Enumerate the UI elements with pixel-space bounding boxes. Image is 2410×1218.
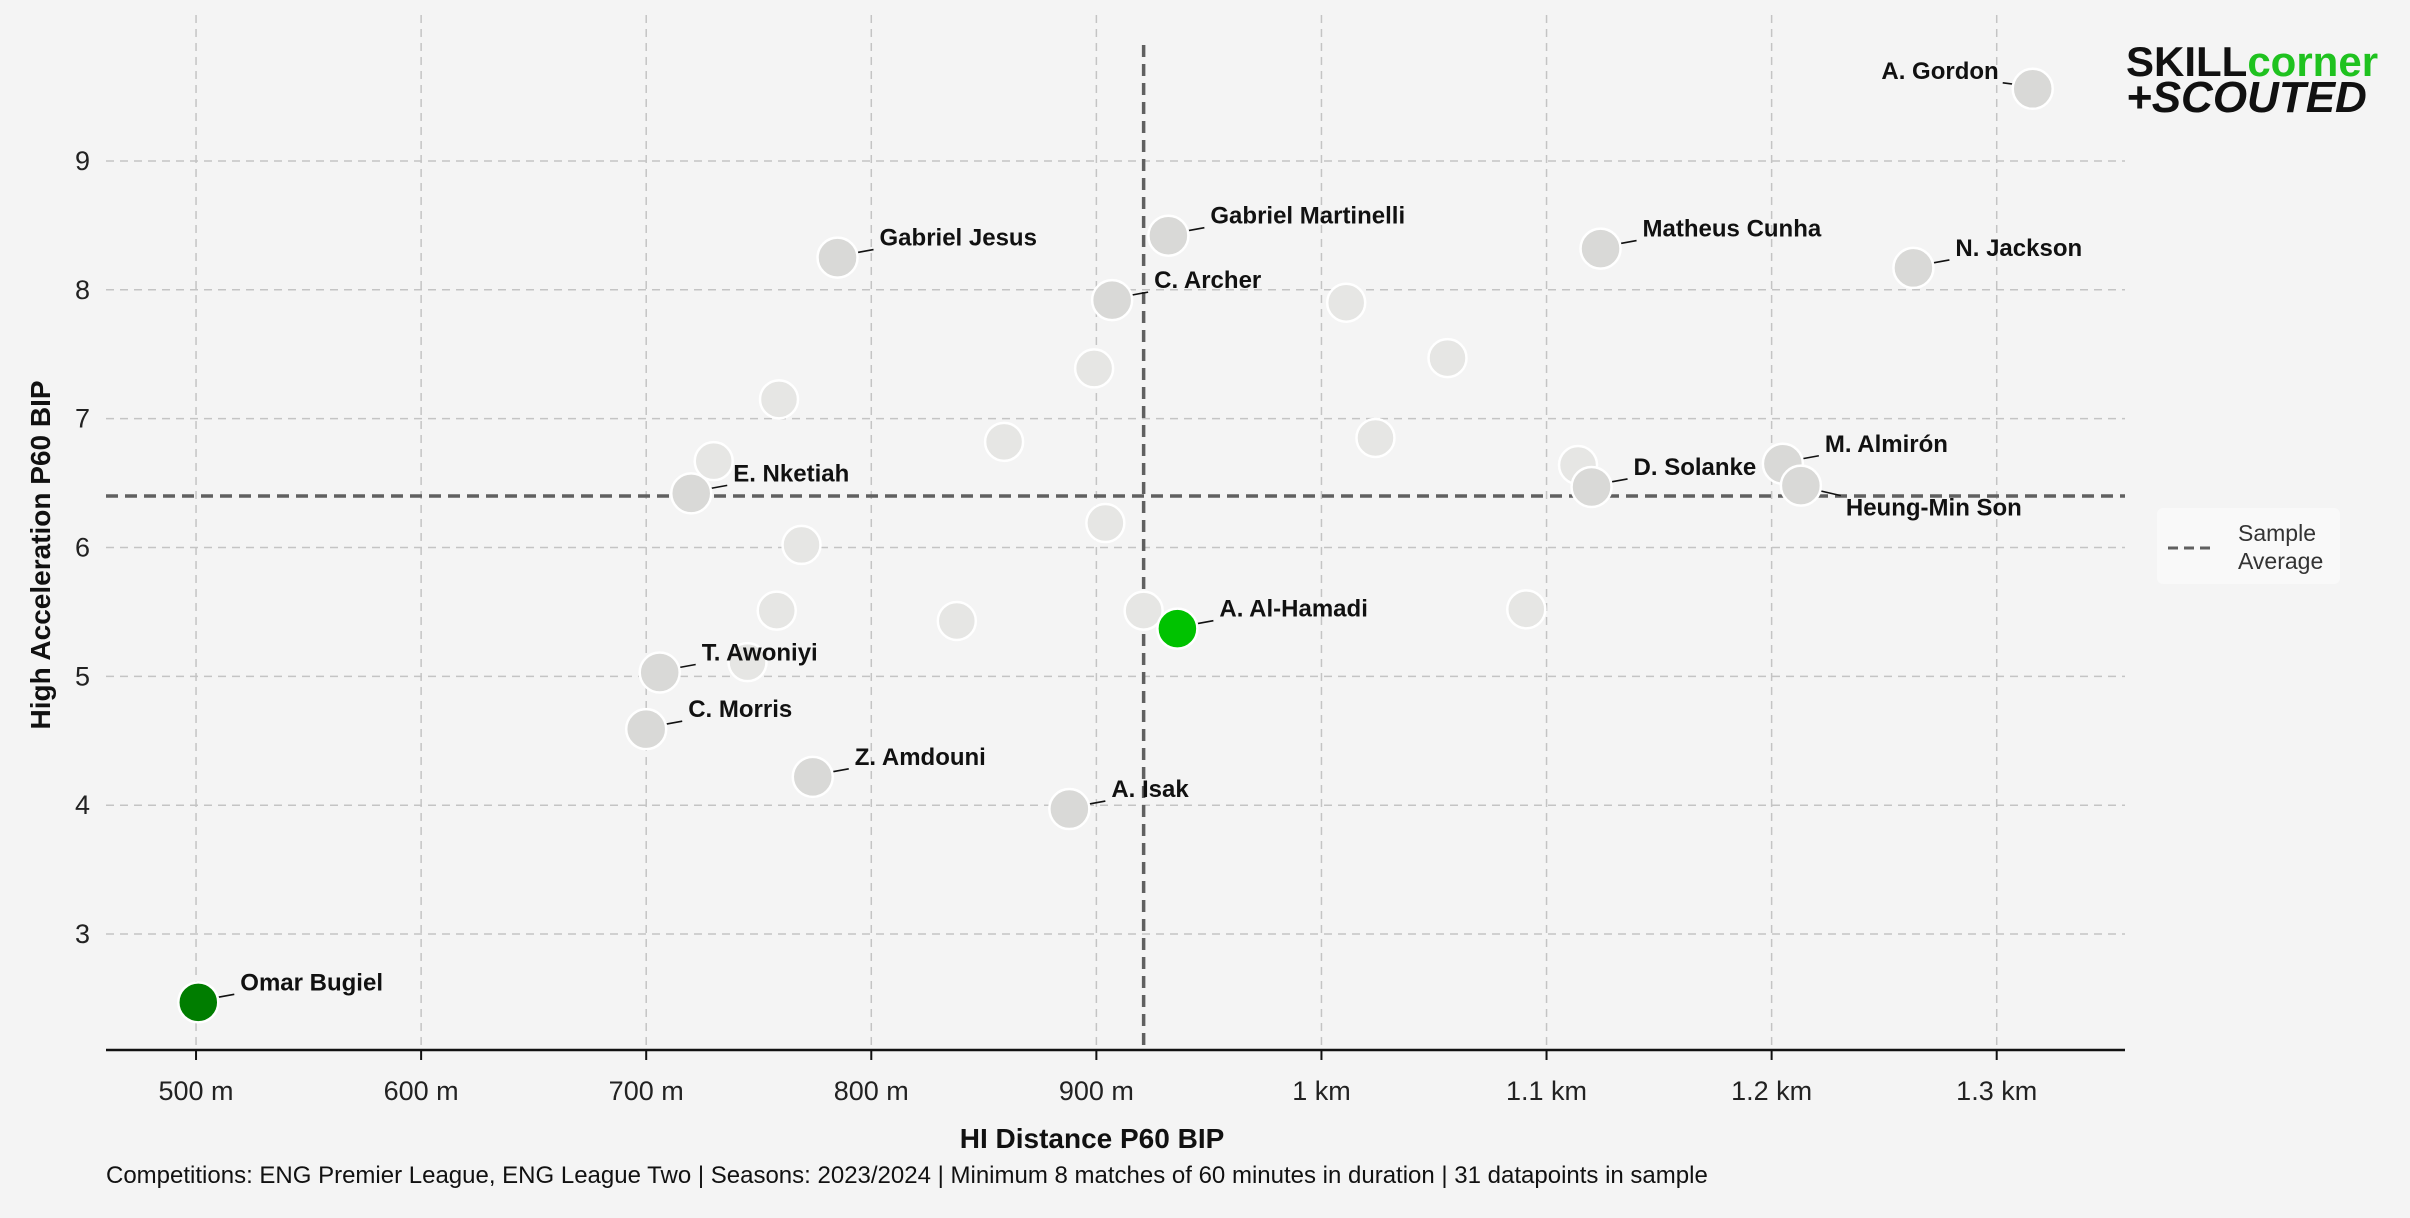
axes: 500 m 600 m 700 m 800 m 900 m 1 km 1.1 km 1.2 k… — [75, 146, 2125, 1106]
faded-point — [1325, 282, 1367, 323]
scatter-point — [1570, 465, 1613, 509]
faded-point — [1506, 589, 1547, 630]
faded-points — [693, 282, 1599, 683]
point-label: A. Al-Hamadi — [1219, 596, 1367, 623]
scatter-point — [1579, 227, 1622, 270]
scatter-point — [791, 755, 835, 799]
faded-point — [727, 641, 768, 683]
labeled-point-group: Heung-Min Son — [1779, 464, 2022, 522]
logo: SKILLcorner +SCOUTED — [2126, 38, 2378, 122]
scatter-point — [1048, 787, 1091, 831]
point-label: Gabriel Martinelli — [1210, 203, 1405, 230]
y-tick-label: 9 — [75, 146, 90, 176]
labeled-point-group: C. Morris — [624, 696, 792, 751]
scatter-point — [1147, 214, 1190, 257]
faded-point — [1355, 417, 1396, 459]
faded-point — [758, 379, 800, 420]
labeled-point-group: T. Awoniyi — [638, 639, 818, 694]
scatter-point — [2011, 67, 2054, 111]
y-tick-label: 7 — [75, 404, 90, 434]
labeled-point-group: D. Solanke — [1570, 454, 1757, 509]
point-label: Gabriel Jesus — [880, 225, 1037, 252]
y-tick-label: 4 — [75, 790, 90, 820]
labeled-point-group: E. Nketiah — [669, 460, 849, 515]
faded-point — [1427, 337, 1468, 379]
point-label: D. Solanke — [1634, 454, 1757, 481]
labeled-point-group: A. Al-Hamadi — [1156, 596, 1368, 650]
scatter-point — [1090, 278, 1134, 322]
labeled-point-group: Gabriel Jesus — [816, 225, 1037, 279]
faded-point — [1085, 502, 1126, 544]
legend-label-line1: Sample — [2238, 520, 2316, 546]
x-tick-label: 800 m — [834, 1076, 909, 1106]
labeled-points: A. Gordon Gabriel Jesus Gabriel Martinelli… — [177, 58, 2082, 1024]
point-label: C. Archer — [1154, 267, 1261, 294]
scatter-point — [816, 236, 859, 279]
x-tick-label: 600 m — [384, 1076, 459, 1106]
faded-point — [1123, 590, 1164, 631]
point-label: C. Morris — [688, 696, 792, 723]
scatter-point — [177, 981, 220, 1024]
faded-point — [1073, 348, 1115, 389]
faded-point — [983, 421, 1025, 463]
faded-point — [781, 524, 822, 566]
x-axis-title: HI Distance P60 BIP — [960, 1123, 1225, 1154]
scatter-point — [1779, 464, 1823, 507]
scatter-point — [1892, 246, 1935, 290]
labeled-point-group: Omar Bugiel — [177, 969, 383, 1024]
x-tick-label: 1.2 km — [1731, 1076, 1812, 1106]
faded-point — [693, 440, 734, 482]
point-label: A. Gordon — [1881, 58, 1998, 85]
scatter-point — [669, 472, 713, 515]
point-label: Matheus Cunha — [1643, 216, 1822, 243]
labeled-point-group: Matheus Cunha — [1579, 216, 1822, 270]
logo-text-bottom: +SCOUTED — [2126, 73, 2367, 122]
x-tick-label: 1.3 km — [1956, 1076, 2037, 1106]
y-tick-label: 5 — [75, 661, 90, 691]
labeled-point-group: Z. Amdouni — [791, 744, 986, 799]
x-tick-label: 700 m — [609, 1076, 684, 1106]
labeled-point-group: N. Jackson — [1892, 235, 2082, 290]
y-tick-label: 3 — [75, 919, 90, 949]
point-label: Z. Amdouni — [855, 744, 986, 771]
x-tick-label: 1.1 km — [1506, 1076, 1587, 1106]
y-tick-label: 6 — [75, 533, 90, 563]
faded-point — [936, 600, 978, 642]
labeled-point-group: A. Isak — [1048, 776, 1189, 831]
scatter-point — [638, 651, 681, 694]
point-label: E. Nketiah — [733, 460, 849, 487]
logo-text-top: SKILLcorner — [2126, 38, 2378, 85]
y-tick-label: 8 — [75, 275, 90, 305]
scatter-point — [624, 707, 668, 751]
x-tick-label: 900 m — [1059, 1076, 1134, 1106]
y-axis-title: High Acceleration P60 BIP — [25, 380, 56, 729]
legend: Sample Average — [2157, 508, 2340, 584]
legend-label-line2: Average — [2238, 548, 2323, 574]
faded-point — [756, 590, 797, 631]
point-label: N. Jackson — [1955, 235, 2082, 262]
labeled-point-group: M. Almirón — [1761, 431, 1948, 485]
logo-skill: SKILL — [2126, 38, 2247, 85]
legend-box — [2157, 508, 2340, 584]
labeled-point-group: Gabriel Martinelli — [1147, 203, 1405, 257]
labeled-point-group: A. Gordon — [1881, 58, 2054, 111]
x-tick-label: 500 m — [159, 1076, 234, 1106]
point-label: T. Awoniyi — [702, 639, 818, 666]
x-tick-label: 1 km — [1292, 1076, 1351, 1106]
point-label: A. Isak — [1111, 776, 1189, 803]
point-label: Omar Bugiel — [240, 969, 383, 996]
footnote: Competitions: ENG Premier League, ENG Le… — [106, 1162, 1708, 1189]
point-label: Heung-Min Son — [1846, 495, 2022, 522]
point-label: M. Almirón — [1825, 431, 1948, 458]
scatter-point — [1156, 607, 1199, 650]
labeled-point-group: C. Archer — [1090, 267, 1261, 322]
logo-corner: corner — [2247, 38, 2378, 85]
